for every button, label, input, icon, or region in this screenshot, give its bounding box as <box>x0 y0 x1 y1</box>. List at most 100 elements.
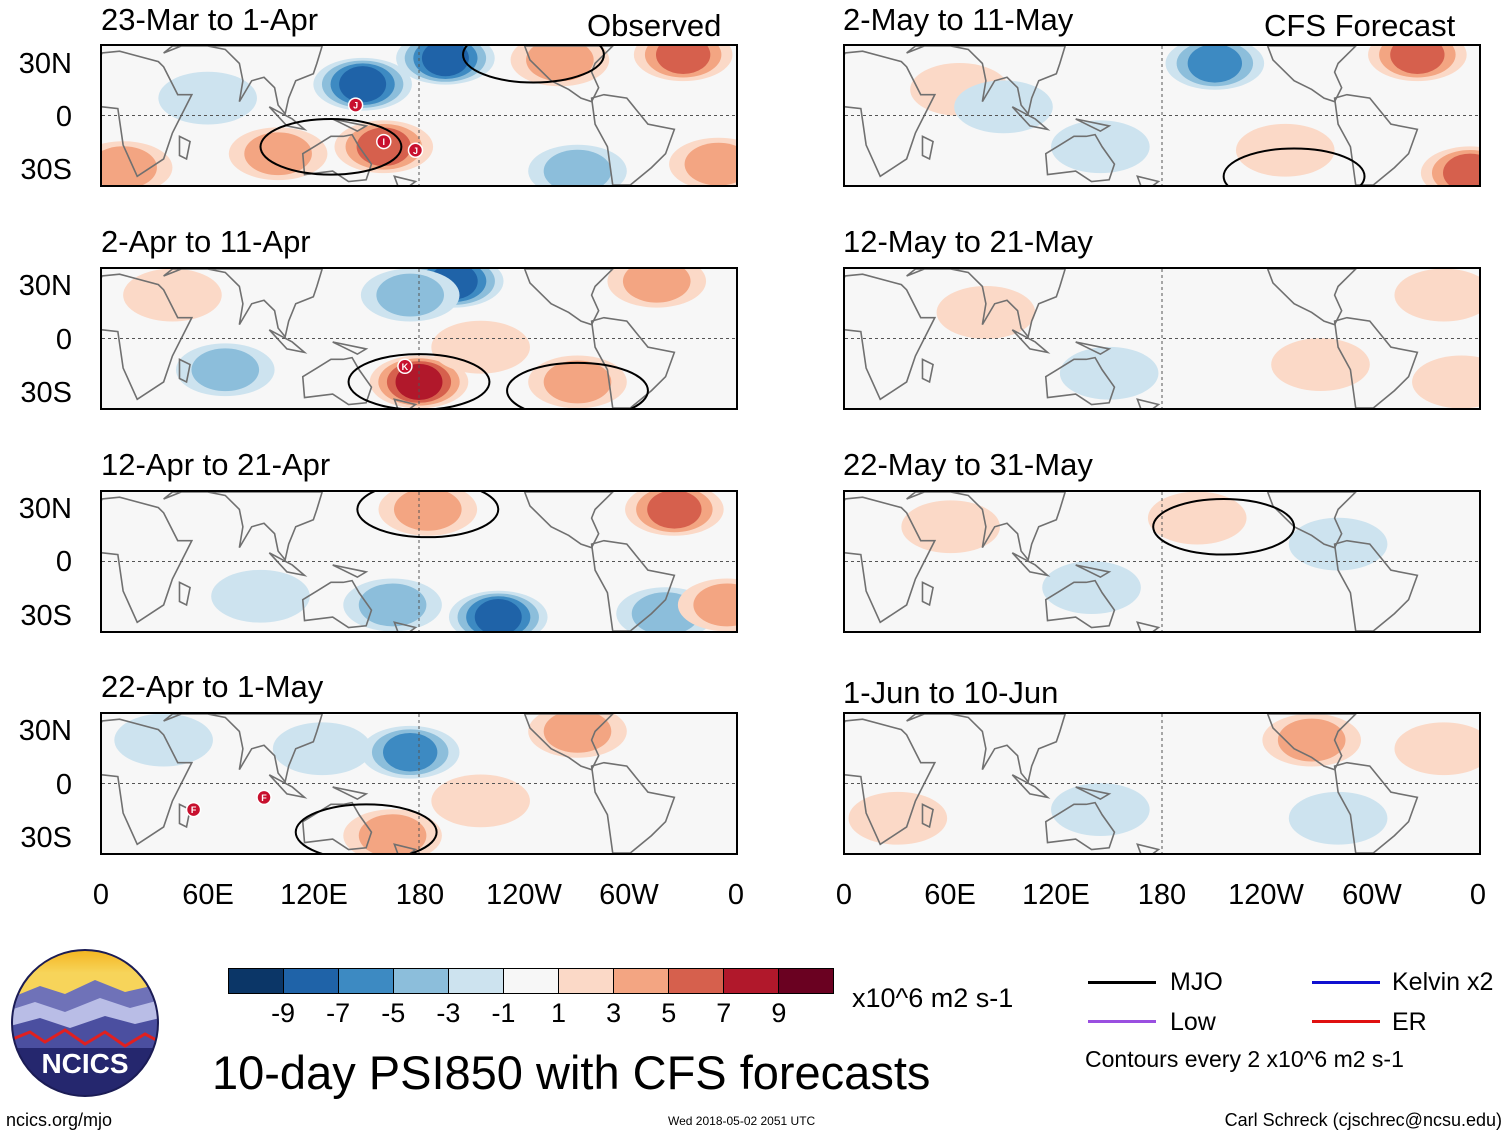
colorbar-units: x10^6 m2 s-1 <box>852 983 1014 1013</box>
anomaly-feature <box>1051 783 1150 836</box>
coastline <box>906 269 1066 339</box>
panel-title-2: 2-Apr to 11-Apr <box>101 224 311 259</box>
legend-er-label: ER <box>1392 1008 1427 1036</box>
coastline <box>906 492 1066 562</box>
coastline <box>268 774 308 799</box>
coastline <box>1075 118 1112 133</box>
lon-label-360: 0 <box>727 879 745 911</box>
coastline <box>163 269 323 339</box>
colorbar-tick: 1 <box>551 998 567 1028</box>
anomaly-feature <box>677 578 736 631</box>
anomaly-feature <box>313 57 412 111</box>
mjo-contour <box>1222 147 1366 185</box>
anomaly-feature <box>123 269 222 322</box>
mjo-contour <box>347 353 491 408</box>
anomaly-feature <box>1394 269 1479 322</box>
map-canvas <box>102 492 736 631</box>
lat-label-30s: 30S <box>20 600 72 632</box>
coastline <box>590 539 676 631</box>
coastline <box>1044 579 1116 629</box>
map-panel-fcst-4 <box>843 712 1481 855</box>
panel-title-5: 2-May to 11-May <box>843 2 1074 37</box>
anomaly-feature <box>114 714 213 767</box>
colorbar-box <box>229 969 284 993</box>
coastline <box>301 801 373 851</box>
anomaly-feature <box>1042 561 1141 614</box>
anomaly-feature <box>175 343 275 397</box>
map-canvas <box>845 46 1479 185</box>
coastline <box>1333 316 1419 408</box>
chart-title: 10-day PSI850 with CFS forecasts <box>212 1046 931 1099</box>
colorbar <box>228 968 834 994</box>
map-panel-obs-2: K <box>100 267 738 410</box>
lon-label-60w: 60W <box>599 879 659 911</box>
legend-low-line <box>1088 1020 1156 1023</box>
anomaly-feature <box>448 590 548 631</box>
map-canvas <box>845 492 1479 631</box>
mjo-contour <box>462 46 605 84</box>
colorbar-tick: -5 <box>381 998 406 1028</box>
colorbar-tick: 5 <box>661 998 677 1028</box>
anomaly-feature <box>343 578 442 631</box>
coastline <box>1136 621 1161 631</box>
lon-label-120w: 120W <box>486 879 562 911</box>
coastline <box>590 761 676 853</box>
coastline <box>332 118 369 133</box>
colorbar-tick: -1 <box>491 998 516 1028</box>
anomaly-feature <box>360 725 460 779</box>
lon-label-60w: 60W <box>1342 879 1402 911</box>
map-panel-fcst-1 <box>843 44 1481 187</box>
colorbar-box <box>449 969 504 993</box>
panel-title-6: 12-May to 21-May <box>843 224 1093 259</box>
anomaly-feature <box>396 46 495 85</box>
forecast-label: CFS Forecast <box>1264 8 1456 43</box>
coastline <box>393 175 418 185</box>
coastline <box>1136 843 1161 853</box>
coastline <box>845 50 937 178</box>
panel-title-8: 1-Jun to 10-Jun <box>843 675 1059 710</box>
anomaly-feature <box>1420 146 1479 185</box>
coastline <box>163 714 323 784</box>
mjo-contour <box>506 361 649 408</box>
anomaly-feature <box>607 269 707 308</box>
coastline <box>102 273 194 401</box>
anomaly-feature <box>848 791 948 845</box>
footer-timestamp: Wed 2018-05-02 2051 UTC <box>668 1114 816 1128</box>
coastline <box>102 50 194 178</box>
anomaly-feature <box>431 320 530 374</box>
anomaly-feature <box>528 144 627 185</box>
anomaly-feature <box>1262 714 1361 767</box>
legend-mjo-line <box>1088 981 1156 984</box>
coastline <box>1075 786 1112 801</box>
coastline <box>1044 801 1116 851</box>
coastline <box>845 273 937 401</box>
map-panel-fcst-3 <box>843 490 1481 633</box>
coastline <box>268 329 308 354</box>
anomaly-feature <box>1235 123 1335 177</box>
anomaly-feature <box>1288 517 1388 571</box>
lat-label-30s: 30S <box>20 377 72 409</box>
svg-text:I: I <box>383 137 386 147</box>
coastline <box>845 496 937 624</box>
coastline <box>332 786 369 801</box>
colorbar-box <box>284 969 339 993</box>
coastline <box>393 843 418 853</box>
coastline <box>1333 93 1419 185</box>
lat-label-30s: 30S <box>20 154 72 186</box>
coastline <box>845 718 937 846</box>
contour-note: Contours every 2 x10^6 m2 s-1 <box>1085 1046 1404 1072</box>
anomaly-feature <box>1165 46 1265 90</box>
coastline <box>1011 774 1051 799</box>
lat-label-eq: 0 <box>55 101 72 133</box>
anomaly-feature <box>669 137 736 185</box>
logo-text: NCICS <box>41 1048 128 1079</box>
anomaly-feature <box>1288 791 1388 845</box>
anomaly-feature <box>1051 120 1150 174</box>
svg-text:J: J <box>353 101 358 111</box>
observed-label: Observed <box>587 8 722 43</box>
anomaly-feature <box>1271 338 1370 391</box>
coastline <box>178 358 191 384</box>
coastline <box>301 579 373 629</box>
map-panel-obs-1: J I J <box>100 44 738 187</box>
lon-label-120w: 120W <box>1228 879 1304 911</box>
